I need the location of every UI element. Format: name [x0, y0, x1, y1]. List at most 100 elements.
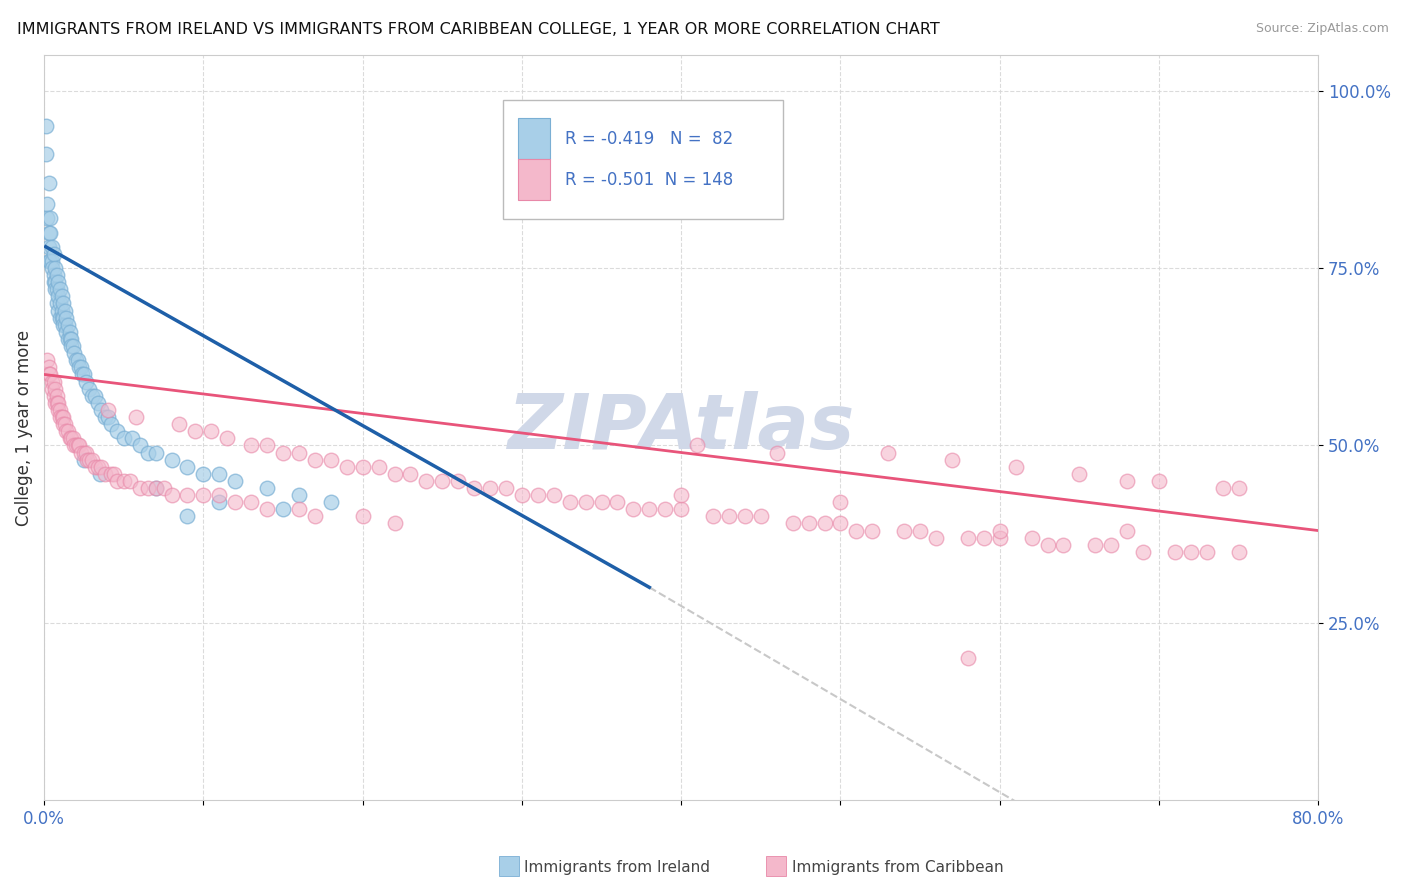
Point: [60, 431, 83, 445]
Point: [77, 382, 100, 396]
Point: [49, 403, 72, 417]
Point: [702, 509, 724, 524]
Point: [39, 211, 62, 226]
Point: [45, 282, 67, 296]
Point: [256, 481, 278, 495]
Text: R = -0.419   N =  82: R = -0.419 N = 82: [565, 130, 734, 148]
Point: [41, 254, 63, 268]
Point: [288, 445, 311, 459]
Point: [121, 431, 143, 445]
Point: [128, 481, 150, 495]
Text: ZIPAtlas: ZIPAtlas: [508, 391, 855, 465]
Point: [288, 502, 311, 516]
Point: [765, 445, 787, 459]
Point: [271, 502, 294, 516]
Point: [1164, 545, 1187, 559]
Point: [41, 260, 63, 275]
Point: [69, 445, 91, 459]
Point: [208, 488, 231, 502]
Point: [62, 339, 84, 353]
Point: [176, 488, 198, 502]
Point: [288, 488, 311, 502]
Point: [39, 254, 62, 268]
Point: [200, 424, 222, 438]
Point: [1180, 545, 1202, 559]
Point: [73, 452, 96, 467]
Point: [384, 516, 406, 531]
Point: [66, 353, 89, 368]
Point: [49, 296, 72, 310]
Point: [638, 502, 661, 516]
Point: [51, 410, 73, 425]
Point: [58, 325, 80, 339]
Point: [877, 445, 900, 459]
Point: [62, 431, 84, 445]
Text: R = -0.501  N = 148: R = -0.501 N = 148: [565, 171, 734, 189]
Point: [136, 445, 159, 459]
Point: [120, 474, 142, 488]
Point: [384, 467, 406, 481]
Point: [479, 481, 502, 495]
Point: [169, 417, 191, 431]
Point: [606, 495, 628, 509]
Point: [51, 310, 73, 325]
Point: [66, 438, 89, 452]
Point: [103, 467, 125, 481]
Point: [240, 495, 263, 509]
Point: [973, 531, 995, 545]
Point: [145, 481, 167, 495]
Point: [38, 240, 60, 254]
Point: [1147, 474, 1170, 488]
Point: [49, 410, 72, 425]
Point: [44, 282, 66, 296]
Point: [336, 459, 359, 474]
Point: [558, 495, 581, 509]
Point: [956, 651, 979, 665]
Point: [527, 488, 550, 502]
Point: [813, 516, 835, 531]
Point: [193, 467, 215, 481]
Point: [623, 502, 645, 516]
Point: [845, 524, 868, 538]
Point: [1084, 538, 1107, 552]
Point: [41, 382, 63, 396]
Point: [100, 467, 122, 481]
Point: [1116, 474, 1139, 488]
Point: [495, 481, 517, 495]
Point: [734, 509, 756, 524]
Point: [38, 176, 60, 190]
Point: [56, 332, 79, 346]
Point: [208, 495, 231, 509]
Point: [749, 509, 772, 524]
Point: [52, 310, 75, 325]
Point: [48, 289, 70, 303]
Point: [45, 396, 67, 410]
Point: [463, 481, 485, 495]
Point: [72, 368, 94, 382]
Point: [125, 410, 148, 425]
Point: [145, 445, 167, 459]
Point: [90, 403, 112, 417]
Point: [73, 445, 96, 459]
Point: [160, 452, 183, 467]
Point: [49, 282, 72, 296]
Point: [319, 495, 342, 509]
Point: [45, 268, 67, 282]
Point: [77, 452, 100, 467]
Point: [45, 296, 67, 310]
Point: [510, 488, 533, 502]
Point: [717, 509, 740, 524]
Point: [184, 424, 207, 438]
Point: [84, 389, 107, 403]
Point: [48, 303, 70, 318]
Point: [58, 332, 80, 346]
Point: [35, 119, 58, 133]
Point: [38, 226, 60, 240]
Point: [240, 438, 263, 452]
Point: [1132, 545, 1154, 559]
Point: [160, 488, 183, 502]
Point: [56, 424, 79, 438]
Point: [55, 325, 77, 339]
Point: [112, 431, 135, 445]
Point: [89, 467, 111, 481]
